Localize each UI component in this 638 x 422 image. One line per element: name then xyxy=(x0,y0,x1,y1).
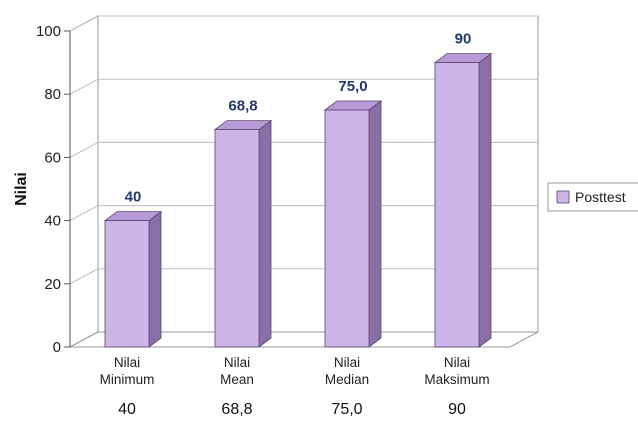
x-tick-label: Maksimum xyxy=(424,372,489,387)
bar-side xyxy=(368,100,382,348)
gridline xyxy=(69,205,538,222)
x-tick-label: Median xyxy=(325,372,369,387)
table-value: 68,8 xyxy=(221,401,252,418)
bar xyxy=(324,109,370,348)
x-tick-label: Minimum xyxy=(100,372,155,387)
data-label: 90 xyxy=(455,31,472,48)
bar-side xyxy=(258,119,272,348)
table-value: 90 xyxy=(448,401,466,418)
table-value: 40 xyxy=(118,401,136,418)
table-value: 75,0 xyxy=(331,401,362,418)
y-tick-label: 60 xyxy=(44,149,61,166)
bar xyxy=(214,129,260,348)
y-tick-label: 20 xyxy=(44,276,61,293)
data-label: 75,0 xyxy=(338,78,367,95)
gridline xyxy=(69,141,538,158)
bar xyxy=(434,62,480,348)
legend-swatch xyxy=(556,190,570,204)
y-tick-label: 80 xyxy=(44,86,61,103)
data-label: 68,8 xyxy=(228,98,257,115)
x-tick-label: Nilai xyxy=(224,355,250,370)
data-label: 40 xyxy=(125,189,142,206)
y-tick-label: 40 xyxy=(44,213,61,230)
gridline xyxy=(69,78,538,95)
x-tick-label: Mean xyxy=(220,372,254,387)
y-axis-title: Nilai xyxy=(13,172,30,206)
bar xyxy=(104,220,150,348)
x-tick-label: Nilai xyxy=(114,355,140,370)
gridline xyxy=(69,268,538,285)
legend-label: Posttest xyxy=(575,189,626,205)
x-tick-label: Nilai xyxy=(334,355,360,370)
bar-side xyxy=(148,210,162,348)
gridline xyxy=(69,15,538,32)
y-tick-label: 0 xyxy=(53,339,61,356)
x-tick-label: Nilai xyxy=(444,355,470,370)
y-tick-label: 100 xyxy=(36,23,61,40)
side-wall xyxy=(69,15,99,348)
bar-side xyxy=(478,52,492,348)
